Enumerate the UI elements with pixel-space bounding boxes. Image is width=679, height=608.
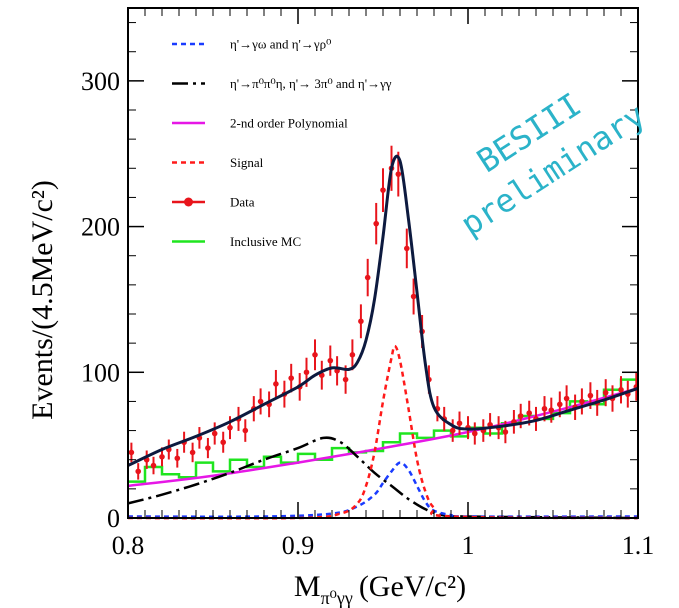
watermark: BESIII preliminary	[454, 85, 652, 243]
series-peaking-bkg	[127, 436, 639, 520]
y-axis-title: Events/(4.5MeV/c²)	[26, 180, 59, 420]
x-axis-title: Mπ⁰γγ (GeV/c²)	[294, 570, 466, 608]
data-point	[128, 449, 135, 456]
data-point	[349, 352, 356, 358]
y-tick-label: 0	[107, 504, 120, 533]
y-tick-label: 100	[81, 358, 120, 387]
x-axis-title-unit: (GeV/c²)	[359, 570, 466, 603]
data-point	[364, 274, 371, 281]
series-layer	[127, 145, 640, 520]
x-tick-label: 0.8	[112, 531, 145, 560]
data-point	[517, 413, 524, 419]
data-point	[342, 376, 349, 383]
data-point	[502, 429, 509, 435]
y-tick-label: 200	[81, 213, 120, 242]
legend-label: Data	[230, 195, 255, 210]
data-point	[373, 220, 380, 227]
legend-label: η'→π⁰π⁰η, η'→ 3π⁰ and η'→γγ	[230, 76, 392, 91]
data-point	[602, 389, 609, 396]
data-point	[587, 392, 594, 399]
data-point	[395, 171, 402, 177]
data-point	[358, 318, 364, 325]
legend-label: Inclusive MC	[230, 234, 301, 249]
data-point	[548, 407, 555, 413]
data-point	[557, 401, 563, 408]
x-tick-label: 1	[462, 531, 475, 560]
legend-label: Signal	[230, 155, 264, 170]
data-point	[449, 427, 456, 434]
data-point	[135, 468, 141, 475]
data-point	[227, 424, 233, 431]
axes-layer: 0 100 200 300 0.8 0.9 1 1.1	[81, 8, 654, 560]
data-point	[242, 427, 249, 434]
legend-swatch-marker	[184, 197, 193, 207]
series-rho-omega	[127, 461, 639, 518]
data-point	[563, 395, 570, 402]
data-point	[312, 352, 318, 358]
data-point	[159, 454, 165, 460]
data-point	[211, 430, 218, 437]
legend-label: 2-nd order Polynomial	[230, 116, 348, 131]
data-point	[579, 398, 585, 405]
series-total-fit	[127, 154, 639, 467]
legend: η'→γω and η'→γρ⁰ η'→π⁰π⁰η, η'→ 3π⁰ and η'…	[172, 37, 392, 249]
series-inclusive-mc	[128, 378, 638, 483]
y-tick-label: 300	[81, 67, 120, 96]
legend-label: η'→γω and η'→γρ⁰	[230, 37, 331, 52]
data-point	[150, 462, 157, 469]
data-point	[288, 375, 295, 381]
data-point	[526, 410, 532, 416]
data-point	[273, 381, 279, 387]
x-axis-title-subscript: π⁰γγ	[321, 588, 353, 608]
x-tick-label: 1.1	[622, 531, 655, 560]
data-point	[220, 439, 226, 446]
data-point	[257, 398, 264, 405]
data-point	[410, 293, 417, 300]
data-point	[472, 430, 478, 437]
data-point	[189, 449, 196, 456]
data-point	[380, 187, 386, 193]
data-point	[205, 445, 211, 451]
data-point	[618, 386, 624, 393]
x-axis-title-main: M	[294, 570, 321, 603]
data-point	[541, 405, 548, 412]
data-point	[456, 420, 463, 427]
data-point	[174, 455, 181, 462]
data-point	[327, 357, 334, 364]
x-tick-label: 0.9	[282, 531, 315, 560]
data-point	[404, 245, 410, 252]
data-point	[303, 369, 310, 376]
